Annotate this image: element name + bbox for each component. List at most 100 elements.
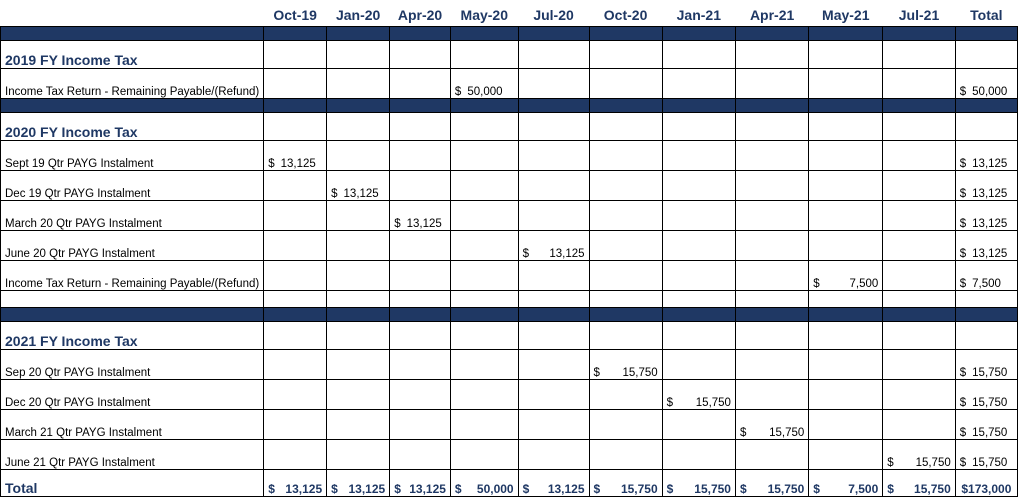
cell[interactable] — [661, 290, 736, 308]
cell[interactable] — [734, 260, 810, 291]
cell[interactable] — [808, 409, 884, 440]
cell[interactable] — [389, 409, 451, 440]
total-cell[interactable]: $13,125 — [517, 469, 590, 497]
cell[interactable] — [326, 290, 391, 308]
cell[interactable] — [449, 112, 519, 141]
total-cell[interactable]: $13,125 — [263, 469, 328, 497]
cell[interactable] — [263, 439, 328, 470]
column-header[interactable]: May-21 — [822, 7, 870, 23]
cell[interactable] — [263, 200, 328, 231]
cell[interactable] — [808, 200, 884, 231]
cell[interactable] — [326, 230, 391, 261]
cell[interactable] — [449, 170, 519, 201]
amount-cell[interactable]: $13,125 — [263, 140, 328, 171]
cell[interactable] — [389, 230, 451, 261]
cell[interactable] — [661, 230, 736, 261]
cell[interactable] — [263, 349, 328, 380]
cell[interactable] — [517, 379, 590, 410]
cell[interactable] — [808, 349, 884, 380]
column-header[interactable]: Jan-20 — [335, 7, 381, 23]
column-header[interactable]: Jul-20 — [533, 7, 574, 23]
amount-cell[interactable]: $50,000 — [954, 68, 1018, 99]
cell[interactable] — [882, 349, 956, 380]
section-title[interactable]: 2019 FY Income Tax — [0, 40, 265, 69]
cell[interactable] — [734, 170, 810, 201]
cell[interactable] — [389, 68, 451, 99]
cell[interactable] — [661, 349, 736, 380]
total-cell[interactable]: $15,750 — [661, 469, 736, 497]
cell[interactable] — [588, 40, 663, 69]
cell[interactable] — [734, 140, 810, 171]
amount-cell[interactable]: $7,500 — [954, 260, 1018, 291]
column-header[interactable]: May-20 — [460, 7, 508, 23]
column-header[interactable]: Oct-19 — [273, 7, 317, 23]
cell[interactable] — [882, 68, 956, 99]
row-label[interactable]: Income Tax Return - Remaining Payable/(R… — [0, 68, 265, 99]
cell[interactable] — [517, 349, 590, 380]
cell[interactable] — [734, 439, 810, 470]
cell[interactable] — [517, 170, 590, 201]
total-cell[interactable]: $50,000 — [449, 469, 519, 497]
cell[interactable] — [517, 321, 590, 350]
cell[interactable] — [954, 40, 1018, 69]
cell[interactable] — [882, 200, 956, 231]
column-header[interactable]: Total — [970, 7, 1003, 23]
total-cell[interactable]: $15,750 — [882, 469, 956, 497]
cell[interactable] — [661, 321, 736, 350]
cell[interactable] — [882, 409, 956, 440]
cell[interactable] — [449, 140, 519, 171]
cell[interactable] — [263, 379, 328, 410]
cell[interactable] — [588, 68, 663, 99]
cell[interactable] — [882, 40, 956, 69]
cell[interactable] — [263, 321, 328, 350]
cell[interactable] — [954, 290, 1018, 308]
cell[interactable] — [588, 439, 663, 470]
column-header[interactable]: Jan-21 — [676, 7, 721, 23]
cell[interactable] — [326, 40, 391, 69]
cell[interactable] — [588, 321, 663, 350]
section-title[interactable]: 2020 FY Income Tax — [0, 112, 265, 141]
amount-cell[interactable]: $15,750 — [661, 379, 736, 410]
cell[interactable] — [734, 321, 810, 350]
row-label[interactable]: Sep 20 Qtr PAYG Instalment — [0, 349, 265, 380]
cell[interactable] — [263, 112, 328, 141]
cell[interactable] — [389, 379, 451, 410]
cell[interactable] — [882, 140, 956, 171]
cell[interactable] — [449, 379, 519, 410]
amount-cell[interactable]: $50,000 — [449, 68, 519, 99]
amount-cell[interactable]: $13,125 — [954, 170, 1018, 201]
cell[interactable] — [326, 349, 391, 380]
cell[interactable] — [808, 140, 884, 171]
row-label[interactable]: June 20 Qtr PAYG Instalment — [0, 230, 265, 261]
cell[interactable] — [389, 140, 451, 171]
cell[interactable] — [263, 68, 328, 99]
cell[interactable] — [263, 409, 328, 440]
cell[interactable] — [263, 170, 328, 201]
cell[interactable] — [882, 112, 956, 141]
cell[interactable] — [449, 290, 519, 308]
total-cell[interactable]: $15,750 — [588, 469, 663, 497]
cell[interactable] — [808, 379, 884, 410]
cell[interactable] — [734, 200, 810, 231]
cell[interactable] — [517, 439, 590, 470]
amount-cell[interactable]: $13,125 — [326, 170, 391, 201]
cell[interactable] — [449, 40, 519, 69]
cell[interactable] — [661, 260, 736, 291]
cell[interactable] — [734, 112, 810, 141]
cell[interactable] — [517, 112, 590, 141]
cell[interactable] — [389, 439, 451, 470]
column-header[interactable]: Jul-21 — [898, 7, 940, 23]
amount-cell[interactable]: $7,500 — [808, 260, 884, 291]
cell[interactable] — [661, 140, 736, 171]
cell[interactable] — [588, 230, 663, 261]
cell[interactable] — [734, 349, 810, 380]
amount-cell[interactable]: $13,125 — [517, 230, 590, 261]
cell[interactable] — [326, 321, 391, 350]
cell[interactable] — [734, 290, 810, 308]
cell[interactable] — [326, 409, 391, 440]
amount-cell[interactable]: $15,750 — [954, 349, 1018, 380]
row-label[interactable]: Dec 19 Qtr PAYG Instalment — [0, 170, 265, 201]
row-label[interactable]: March 21 Qtr PAYG Instalment — [0, 409, 265, 440]
cell[interactable] — [661, 170, 736, 201]
cell[interactable] — [661, 112, 736, 141]
